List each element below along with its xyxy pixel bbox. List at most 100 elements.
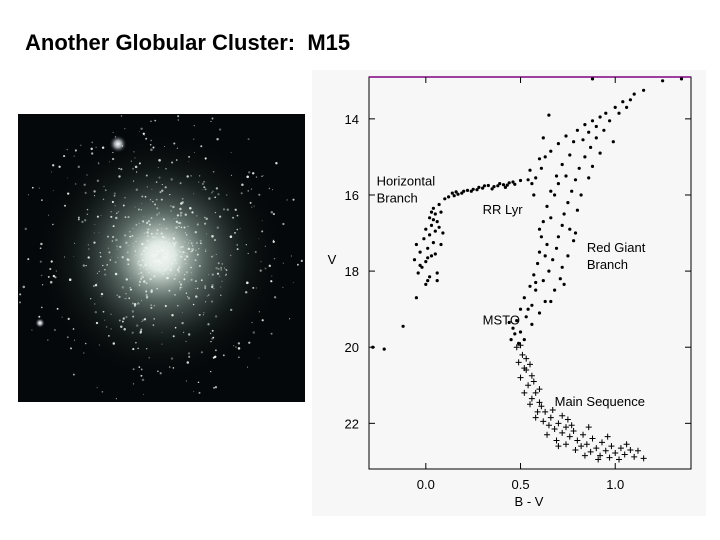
star-field [18, 115, 303, 400]
data-points [371, 77, 684, 463]
star [168, 250, 171, 253]
star [66, 148, 68, 151]
star [115, 216, 118, 220]
star [70, 347, 72, 350]
star [146, 348, 148, 350]
star [169, 193, 171, 196]
data-point-plus [519, 351, 526, 358]
star [101, 146, 105, 149]
star [188, 355, 191, 358]
star [200, 279, 203, 282]
star [216, 226, 219, 229]
star [141, 202, 143, 204]
data-point-plus [540, 418, 547, 425]
data-point [416, 271, 420, 275]
star [247, 138, 250, 141]
star [191, 245, 194, 247]
star [104, 189, 107, 192]
data-point [545, 242, 549, 247]
star [156, 213, 159, 216]
star [111, 240, 114, 242]
data-point [564, 134, 568, 138]
star [125, 241, 128, 244]
star [133, 303, 137, 306]
star [185, 255, 189, 258]
star [31, 186, 34, 189]
data-point [530, 303, 534, 307]
star [78, 216, 80, 219]
star [190, 242, 192, 244]
star [252, 286, 255, 289]
star [158, 262, 160, 264]
data-point [534, 288, 538, 292]
star [162, 245, 166, 248]
data-point [426, 279, 430, 283]
data-point-plus [536, 386, 543, 393]
star [247, 190, 249, 192]
star [198, 175, 201, 177]
star [106, 264, 109, 266]
star [96, 179, 100, 183]
star [156, 248, 159, 251]
star [164, 269, 166, 272]
star [149, 258, 153, 262]
star [226, 208, 230, 211]
data-point [518, 178, 523, 183]
star [161, 241, 164, 244]
star [167, 262, 170, 264]
star [172, 255, 175, 258]
star [165, 259, 167, 261]
star [172, 246, 175, 249]
star [184, 274, 186, 276]
star [143, 256, 145, 258]
data-point [503, 185, 507, 189]
star [140, 277, 143, 280]
star [212, 171, 215, 173]
star [179, 255, 182, 258]
data-point-plus [547, 414, 554, 421]
star [259, 269, 262, 272]
star [188, 155, 191, 158]
data-point [566, 254, 570, 258]
star [158, 252, 161, 255]
star [225, 274, 227, 276]
star [101, 390, 104, 393]
star [142, 274, 144, 276]
star [148, 271, 150, 274]
data-point-plus [542, 408, 549, 415]
star [158, 255, 161, 258]
data-point [613, 105, 617, 109]
star [145, 282, 148, 285]
star [170, 254, 173, 256]
data-point [530, 322, 534, 326]
star [118, 175, 121, 178]
star [123, 298, 125, 299]
data-point [481, 186, 485, 190]
star [200, 351, 203, 354]
data-point [401, 324, 405, 328]
star [215, 266, 218, 270]
star [185, 263, 187, 265]
star [144, 261, 147, 264]
star [191, 248, 195, 251]
star [172, 367, 175, 369]
star [248, 341, 251, 344]
star [270, 211, 274, 214]
star [218, 128, 222, 131]
star [41, 199, 43, 201]
data-point [424, 260, 428, 264]
star [100, 292, 104, 296]
star [211, 192, 213, 194]
star [258, 357, 260, 359]
star [145, 293, 148, 296]
star [196, 215, 198, 217]
star [112, 151, 114, 154]
star [255, 176, 258, 178]
data-point [590, 77, 595, 81]
star [79, 144, 82, 147]
star [121, 320, 124, 323]
star [90, 147, 93, 151]
star [220, 266, 223, 269]
star [124, 216, 127, 218]
star [138, 280, 142, 283]
